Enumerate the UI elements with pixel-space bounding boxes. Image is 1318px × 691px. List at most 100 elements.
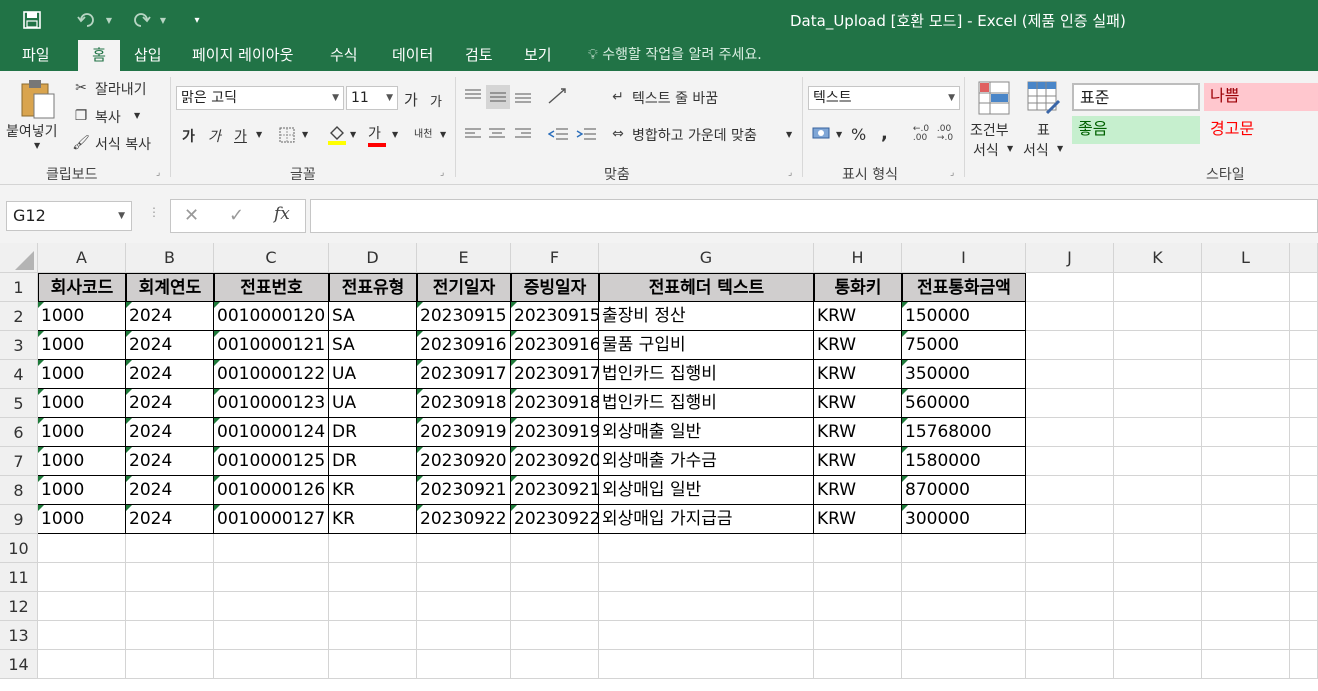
copy-button[interactable]: 복사	[95, 110, 121, 126]
table-cell[interactable]: 법인카드 집행비	[599, 389, 814, 418]
empty-cell[interactable]	[902, 621, 1026, 650]
table-cell[interactable]: 2024	[126, 476, 214, 505]
column-header-d[interactable]: D	[329, 243, 417, 273]
empty-cell[interactable]	[417, 621, 511, 650]
empty-cell[interactable]	[1114, 273, 1202, 302]
underline-dropdown-icon[interactable]: ▼	[256, 130, 263, 139]
column-header-h[interactable]: H	[814, 243, 902, 273]
empty-cell[interactable]	[1202, 389, 1290, 418]
grow-font-button[interactable]: 가	[404, 91, 418, 109]
empty-cell[interactable]	[38, 592, 126, 621]
style-warning[interactable]: 경고문	[1210, 119, 1255, 138]
empty-cell[interactable]	[1202, 650, 1290, 679]
table-cell[interactable]: 0010000125	[214, 447, 329, 476]
row-header-11[interactable]: 11	[0, 563, 38, 592]
paste-dropdown-icon[interactable]: ▼	[34, 141, 41, 150]
table-cell[interactable]: 외상매입 일반	[599, 476, 814, 505]
column-header-f[interactable]: F	[511, 243, 599, 273]
empty-cell[interactable]	[329, 650, 417, 679]
empty-cell[interactable]	[1114, 331, 1202, 360]
tab-home[interactable]: 홈	[78, 40, 120, 71]
table-cell[interactable]: 20230915	[511, 302, 599, 331]
table-cell[interactable]: 20230919	[511, 418, 599, 447]
table-cell[interactable]: UA	[329, 360, 417, 389]
empty-cell[interactable]	[1290, 331, 1318, 360]
number-format-combo[interactable]: 텍스트 ▼	[808, 86, 960, 110]
empty-cell[interactable]	[214, 534, 329, 563]
percent-button[interactable]: %	[851, 125, 867, 144]
table-header-cell[interactable]: 회계연도	[126, 273, 214, 302]
row-header-6[interactable]: 6	[0, 418, 38, 447]
table-cell[interactable]: 2024	[126, 360, 214, 389]
table-cell[interactable]: 20230921	[511, 476, 599, 505]
table-cell[interactable]: 870000	[902, 476, 1026, 505]
table-cell[interactable]: DR	[329, 418, 417, 447]
undo-icon[interactable]	[72, 0, 102, 40]
empty-cell[interactable]	[814, 650, 902, 679]
align-middle-icon[interactable]	[486, 85, 510, 109]
empty-cell[interactable]	[1026, 592, 1114, 621]
name-box[interactable]: G12 ▼	[6, 201, 132, 231]
table-dropdown-icon[interactable]: ▼	[1057, 144, 1064, 153]
row-header-2[interactable]: 2	[0, 302, 38, 331]
empty-cell[interactable]	[417, 563, 511, 592]
empty-cell[interactable]	[329, 621, 417, 650]
empty-cell[interactable]	[1026, 360, 1114, 389]
table-cell[interactable]: 20230918	[417, 389, 511, 418]
empty-cell[interactable]	[38, 534, 126, 563]
table-cell[interactable]: 0010000124	[214, 418, 329, 447]
table-cell[interactable]: 1000	[38, 360, 126, 389]
select-all-corner[interactable]	[0, 243, 38, 273]
table-cell[interactable]: KRW	[814, 360, 902, 389]
conditional-formatting-icon[interactable]	[976, 79, 1012, 117]
empty-cell[interactable]	[1114, 534, 1202, 563]
row-header-7[interactable]: 7	[0, 447, 38, 476]
empty-cell[interactable]	[814, 534, 902, 563]
empty-cell[interactable]	[1202, 331, 1290, 360]
tab-file[interactable]: 파일	[22, 46, 50, 64]
row-header-9[interactable]: 9	[0, 505, 38, 534]
table-cell[interactable]: 외상매출 일반	[599, 418, 814, 447]
empty-cell[interactable]	[1026, 621, 1114, 650]
phonetic-dropdown-icon[interactable]: ▼	[440, 130, 447, 139]
fill-color-icon[interactable]	[326, 123, 348, 145]
column-header-i[interactable]: I	[902, 243, 1026, 273]
table-cell[interactable]: 외상매출 가수금	[599, 447, 814, 476]
empty-cell[interactable]	[1202, 273, 1290, 302]
empty-cell[interactable]	[1202, 302, 1290, 331]
table-header-cell[interactable]: 증빙일자	[511, 273, 599, 302]
row-header-8[interactable]: 8	[0, 476, 38, 505]
save-icon[interactable]	[14, 0, 50, 40]
table-cell[interactable]: 1000	[38, 302, 126, 331]
style-bad[interactable]: 나쁨	[1204, 83, 1318, 111]
empty-cell[interactable]	[1114, 447, 1202, 476]
table-cell[interactable]: 20230917	[417, 360, 511, 389]
table-cell[interactable]: KRW	[814, 447, 902, 476]
formula-input[interactable]	[310, 199, 1318, 233]
table-cell[interactable]: 75000	[902, 331, 1026, 360]
decrease-indent-icon[interactable]	[546, 123, 570, 145]
table-header-cell[interactable]: 전표번호	[214, 273, 329, 302]
empty-cell[interactable]	[1026, 273, 1114, 302]
empty-cell[interactable]	[214, 592, 329, 621]
table-cell[interactable]: 2024	[126, 418, 214, 447]
font-launcher-icon[interactable]: ⌟	[440, 168, 445, 178]
empty-cell[interactable]	[214, 650, 329, 679]
empty-cell[interactable]	[38, 621, 126, 650]
clipboard-launcher-icon[interactable]: ⌟	[156, 168, 161, 178]
table-cell[interactable]: 외상매입 가지급금	[599, 505, 814, 534]
table-cell[interactable]: 2024	[126, 447, 214, 476]
table-header-cell[interactable]: 통화키	[814, 273, 902, 302]
cut-button[interactable]: 잘라내기	[95, 82, 147, 98]
redo-dropdown-icon[interactable]: ▼	[159, 15, 167, 25]
alignment-launcher-icon[interactable]: ⌟	[788, 168, 793, 178]
wrap-text-button[interactable]: 텍스트 줄 바꿈	[632, 91, 719, 107]
table-header-cell[interactable]: 전기일자	[417, 273, 511, 302]
empty-cell[interactable]	[1114, 505, 1202, 534]
table-cell[interactable]: 150000	[902, 302, 1026, 331]
paste-button[interactable]: 붙여넣기	[6, 124, 58, 140]
table-cell[interactable]: 1000	[38, 476, 126, 505]
empty-cell[interactable]	[38, 650, 126, 679]
empty-cell[interactable]	[1114, 563, 1202, 592]
table-cell[interactable]: 20230922	[417, 505, 511, 534]
